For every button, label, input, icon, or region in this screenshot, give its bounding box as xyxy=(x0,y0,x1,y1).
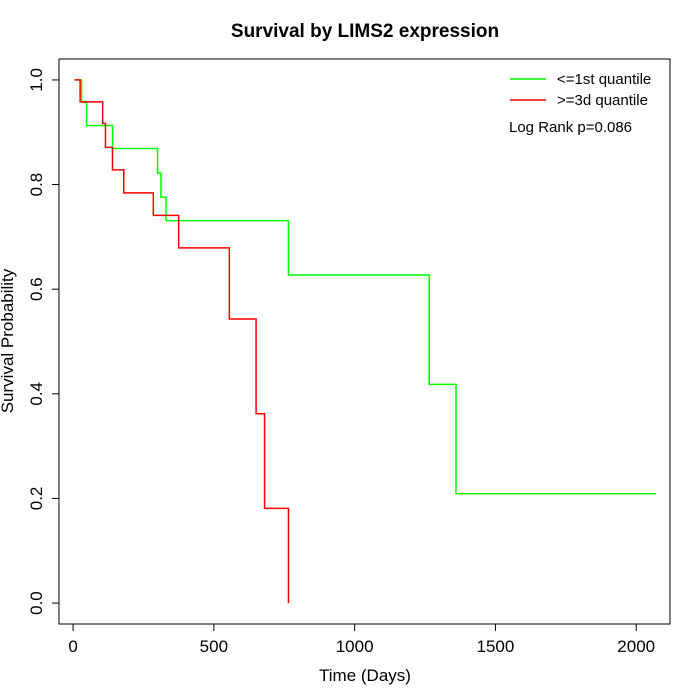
plot-frame xyxy=(58,58,671,625)
series-layer xyxy=(74,79,656,604)
chart-title: Survival by LIMS2 expression xyxy=(231,21,499,42)
survival-curve-high xyxy=(74,79,290,604)
log-rank-annotation: Log Rank p=0.086 xyxy=(509,119,632,136)
y-tick-label: 0.0 xyxy=(27,591,46,615)
y-axis-label: Survival Probability xyxy=(0,268,17,413)
x-tick-label: 2000 xyxy=(617,637,655,656)
y-tick-label: 0.4 xyxy=(27,382,46,406)
x-axis-label: Time (Days) xyxy=(319,666,411,685)
legend-label-low: <=1st quantile xyxy=(557,71,651,88)
y-axis: 0.0 0.2 0.4 0.6 0.8 1.0 xyxy=(27,68,59,615)
y-tick-label: 1.0 xyxy=(27,68,46,92)
legend: <=1st quantile >=3d quantile xyxy=(510,71,651,109)
legend-label-high: >=3d quantile xyxy=(557,92,648,109)
x-tick-label: 500 xyxy=(200,637,228,656)
y-tick-label: 0.8 xyxy=(27,173,46,197)
x-tick-label: 1500 xyxy=(477,637,515,656)
y-tick-label: 0.6 xyxy=(27,277,46,301)
x-tick-label: 0 xyxy=(68,637,77,656)
x-tick-label: 1000 xyxy=(336,637,374,656)
y-tick-label: 0.2 xyxy=(27,487,46,511)
survival-curve-low xyxy=(74,79,656,495)
x-axis: 0 500 1000 1500 2000 xyxy=(68,624,655,656)
